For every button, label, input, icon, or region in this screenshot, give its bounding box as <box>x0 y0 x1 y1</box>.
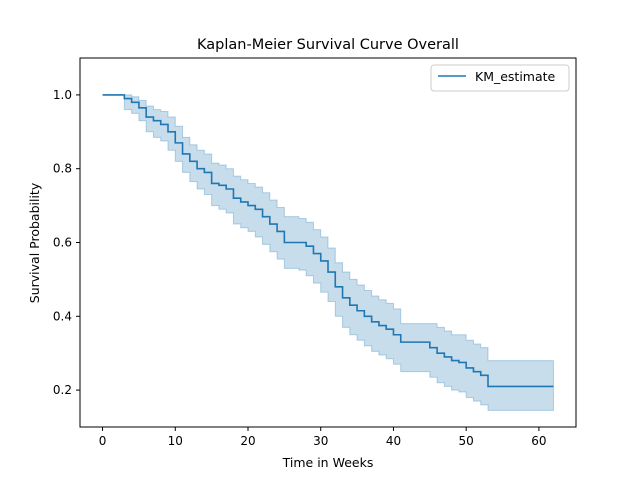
x-tick-label: 50 <box>459 434 474 448</box>
y-tick-label: 1.0 <box>53 88 72 102</box>
x-tick-label: 60 <box>531 434 546 448</box>
km-estimate-line <box>102 94 554 388</box>
confidence-band <box>102 94 554 411</box>
x-tick-label: 10 <box>168 434 183 448</box>
x-tick-label: 20 <box>240 434 255 448</box>
y-tick-label: 0.4 <box>53 309 72 323</box>
y-axis-label: Survival Probability <box>27 182 42 303</box>
legend: KM_estimate <box>430 64 570 92</box>
chart-title: Kaplan-Meier Survival Curve Overall <box>197 37 459 53</box>
x-axis-label: Time in Weeks <box>282 455 374 470</box>
plot-layer <box>102 94 554 411</box>
ticks-layer: 0 10 20 30 40 50 60 0.2 0.4 0.6 0.8 1.0 <box>53 88 547 448</box>
y-tick-label: 0.8 <box>53 162 72 176</box>
y-tick-label: 0.2 <box>53 383 72 397</box>
x-tick-label: 40 <box>386 434 401 448</box>
x-tick-label: 0 <box>99 434 107 448</box>
legend-box <box>430 64 570 92</box>
y-tick-label: 0.6 <box>53 236 72 250</box>
legend-label-km-estimate: KM_estimate <box>475 69 556 84</box>
x-tick-label: 30 <box>313 434 328 448</box>
